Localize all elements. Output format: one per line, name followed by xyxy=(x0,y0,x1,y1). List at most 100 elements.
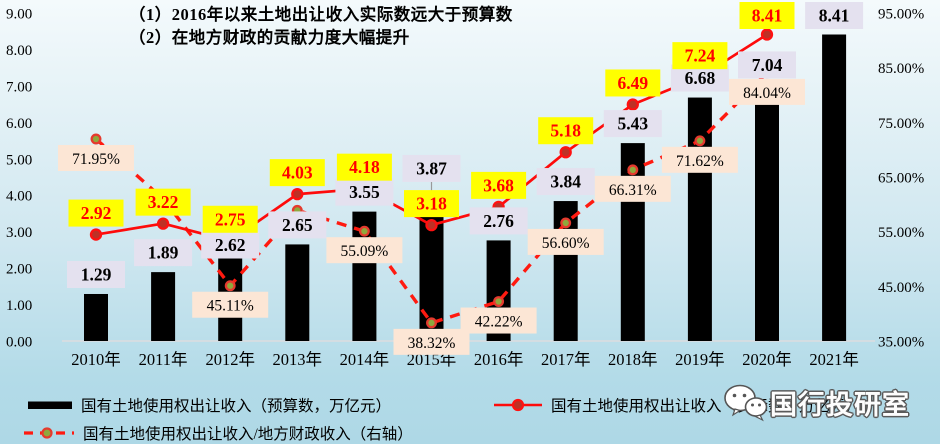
ratio-point xyxy=(426,317,437,329)
bar-label-2016年: 2.76 xyxy=(483,211,514,231)
ratio-label-2016年-bg xyxy=(460,307,537,334)
actual-label-2012年: 2.75 xyxy=(215,209,246,229)
left-axis-tick: 8.00 xyxy=(6,43,32,59)
bar-label-2017年-bg xyxy=(536,168,595,196)
ratio-point xyxy=(358,225,370,237)
actual-point xyxy=(156,217,170,230)
bar-label-2015年-bg xyxy=(402,154,461,182)
bar-label-2018年-bg xyxy=(603,110,662,138)
bar-2019年 xyxy=(687,97,712,341)
chart-annotation: （1）2016年以来土地出让收入实际数远大于预算数 （2）在地方财政的贡献力度大… xyxy=(129,4,513,49)
x-axis-label-2020年: 2020年 xyxy=(742,350,792,369)
ratio-point xyxy=(493,296,505,307)
right-axis-tick: 85.00% xyxy=(878,61,924,77)
left-axis-tick: 3.00 xyxy=(6,225,32,241)
legend-item-actual: 国有土地使用权出让收入（实际数，万亿元） xyxy=(494,394,861,416)
ratio-label-2014年-bg xyxy=(326,237,403,264)
bar-2013年 xyxy=(285,244,310,341)
legend-label-budget: 国有土地使用权出让收入（预算数，万亿元） xyxy=(81,398,392,415)
bar-label-2011年: 1.89 xyxy=(148,243,179,263)
actual-label-2018年: 6.49 xyxy=(617,73,648,93)
ratio-line-swatch-icon xyxy=(24,427,74,439)
ratio-point xyxy=(694,135,706,147)
bar-label-2015年: 3.87 xyxy=(416,158,447,178)
ratio-point xyxy=(224,280,236,292)
actual-label-2018年-bg xyxy=(605,69,661,97)
left-axis-tick: 5.00 xyxy=(6,152,32,168)
watermark: 国行投研室 xyxy=(722,382,910,422)
ratio-label-2015年-bg xyxy=(393,328,470,355)
x-axis-label-2016年: 2016年 xyxy=(474,350,524,369)
ratio-point xyxy=(627,164,639,176)
actual-label-2014年: 4.18 xyxy=(349,157,380,177)
wechat-icon xyxy=(724,384,768,422)
ratio-label-2014年: 55.09% xyxy=(341,243,389,260)
watermark-text: 国行投研室 xyxy=(770,389,910,420)
ratio-point xyxy=(560,217,572,229)
left-axis-tick: 0.00 xyxy=(6,335,32,351)
bar-label-2013年: 2.65 xyxy=(282,215,313,235)
ratio-label-2010年-bg xyxy=(58,145,134,172)
ratio-label-2017年: 56.60% xyxy=(542,235,590,252)
bar-label-2013年-bg xyxy=(268,211,327,239)
left-axis-tick: 6.00 xyxy=(6,116,32,132)
ratio-label-2018年-bg xyxy=(594,175,671,202)
actual-label-2011年: 3.22 xyxy=(148,192,179,212)
x-axis-label-2021年: 2021年 xyxy=(809,350,859,369)
budget-bar-swatch-icon xyxy=(28,401,72,409)
x-axis-label-2019年: 2019年 xyxy=(675,350,725,369)
actual-label-2020年: 8.41 xyxy=(752,6,783,26)
ratio-label-2012年: 45.11% xyxy=(207,298,254,315)
actual-point xyxy=(559,146,572,159)
bar-label-2012年-bg xyxy=(201,231,260,259)
x-axis-label-2014年: 2014年 xyxy=(340,350,390,369)
x-axis-label-2011年: 2011年 xyxy=(139,350,188,369)
x-axis-label-2017年: 2017年 xyxy=(541,350,591,369)
right-axis-tick: 65.00% xyxy=(878,171,924,187)
right-axis-tick: 75.00% xyxy=(878,116,924,132)
left-axis-tick: 9.00 xyxy=(6,7,32,23)
bar-label-2021年-bg xyxy=(805,2,864,29)
x-axis-label-2012年: 2012年 xyxy=(205,350,255,369)
actual-label-2013年: 4.03 xyxy=(282,163,313,183)
ratio-label-2018年: 66.31% xyxy=(609,182,657,199)
right-axis-tick: 45.00% xyxy=(878,280,924,296)
annotation-line-1: （1）2016年以来土地出让收入实际数远大于预算数 xyxy=(129,5,513,24)
legend-item-budget: 国有土地使用权出让收入（预算数，万亿元） xyxy=(28,394,391,416)
bar-2010年 xyxy=(84,293,108,341)
bar-label-2018年: 5.43 xyxy=(617,114,648,134)
ratio-label-2015年: 38.32% xyxy=(408,335,456,352)
bar-label-2019年: 6.68 xyxy=(685,68,716,88)
ratio-label-2020年: 84.04% xyxy=(743,85,791,102)
actual-point xyxy=(89,228,103,241)
actual-label-2014年-bg xyxy=(336,153,392,181)
bar-label-2010年: 1.29 xyxy=(81,264,112,284)
bar-2021年 xyxy=(822,34,847,341)
bar-label-2020年: 7.04 xyxy=(752,55,783,75)
ratio-label-2017年-bg xyxy=(527,228,604,255)
ratio-label-2020年-bg xyxy=(729,78,805,105)
bar-label-2016年-bg xyxy=(469,207,528,235)
bar-2011年 xyxy=(151,272,176,341)
bar-2020年 xyxy=(755,84,779,341)
legend-item-ratio: 国有土地使用权出让收入/地方财政收入（右轴） xyxy=(24,422,413,444)
actual-label-2011年-bg xyxy=(135,188,191,216)
left-axis-tick: 2.00 xyxy=(6,262,32,278)
actual-label-2020年-bg xyxy=(739,2,795,29)
ratio-label-2019年-bg xyxy=(661,146,738,173)
actual-label-2012年-bg xyxy=(202,205,258,233)
bar-label-2020年-bg xyxy=(738,51,796,79)
actual-line-swatch-icon xyxy=(494,398,542,412)
actual-label-2013年-bg xyxy=(269,159,325,187)
left-axis-tick: 1.00 xyxy=(6,298,32,314)
right-axis-tick: 95.00% xyxy=(878,7,924,23)
bar-label-2014年-bg xyxy=(335,178,394,206)
actual-label-2016年: 3.68 xyxy=(483,175,514,195)
actual-label-2017年-bg xyxy=(538,117,594,145)
ratio-label-2019年: 71.62% xyxy=(676,153,724,170)
bar-label-2021年: 8.41 xyxy=(819,6,850,26)
actual-point xyxy=(425,218,438,232)
actual-label-2017年: 5.18 xyxy=(550,121,581,141)
